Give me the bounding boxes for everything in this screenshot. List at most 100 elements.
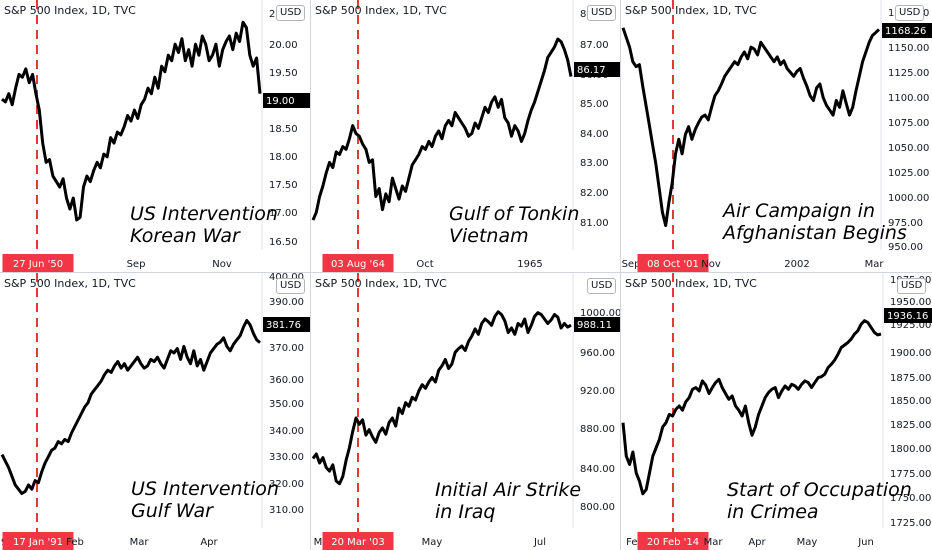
svg-text:03 Aug '64: 03 Aug '64 bbox=[331, 259, 385, 270]
event-annotation: Start of Occupation in Crimea bbox=[727, 479, 912, 523]
y-tick-label: 17.50 bbox=[269, 180, 298, 191]
y-tick-label: 1850.00 bbox=[890, 396, 931, 407]
x-tick-label: May bbox=[422, 537, 443, 548]
y-tick-label: 20 bbox=[269, 9, 282, 20]
event-date-label: 17 Jan '91 bbox=[2, 532, 74, 550]
x-tick-label: Nov bbox=[701, 259, 721, 270]
currency-badge[interactable]: USD bbox=[276, 5, 306, 21]
x-tick-label: 2002 bbox=[784, 259, 809, 270]
svg-text:17 Jan '91: 17 Jan '91 bbox=[13, 537, 63, 548]
y-tick-label: 340.00 bbox=[269, 426, 304, 437]
series-line bbox=[621, 319, 882, 496]
last-price-tag: 19.00 bbox=[263, 93, 310, 108]
event-date-label: 03 Aug '64 bbox=[322, 254, 394, 272]
chart-title: S&P 500 Index, 1D, TVC bbox=[625, 277, 757, 290]
y-tick-label: 18.50 bbox=[269, 124, 298, 135]
y-tick-label: 310.00 bbox=[269, 505, 304, 516]
currency-badge[interactable]: USD bbox=[895, 5, 925, 21]
chart-title: S&P 500 Index, 1D, TVC bbox=[4, 4, 136, 17]
currency-badge[interactable]: USD bbox=[587, 5, 617, 21]
event-annotation: Air Campaign in Afghanistan Begins bbox=[723, 200, 907, 244]
y-tick-label: 840.00 bbox=[580, 464, 615, 475]
y-tick-label: 1025.00 bbox=[888, 168, 929, 179]
y-tick-label: 350.00 bbox=[269, 399, 304, 410]
y-tick-label: 1950.00 bbox=[890, 297, 931, 308]
y-tick-label: 16.50 bbox=[269, 237, 298, 248]
y-tick-label: 360.00 bbox=[269, 375, 304, 386]
x-tick-label: Sep bbox=[127, 259, 146, 270]
y-tick-label: 330.00 bbox=[269, 452, 304, 463]
event-date-label: 08 Oct '01 bbox=[637, 254, 709, 272]
y-tick-label: 920.00 bbox=[580, 386, 615, 397]
y-tick-label: 88 bbox=[580, 9, 593, 20]
x-tick-label: Apr bbox=[748, 537, 766, 548]
y-tick-label: 1900.00 bbox=[890, 348, 931, 359]
svg-text:20 Feb '14: 20 Feb '14 bbox=[647, 537, 699, 548]
y-tick-label: 1050.00 bbox=[888, 143, 929, 154]
x-tick-label: Mar bbox=[865, 259, 885, 270]
chart-svg: 8887.0086.0085.0084.0083.0082.0081.0086.… bbox=[311, 0, 620, 272]
x-tick-label: Sep bbox=[622, 259, 641, 270]
y-tick-label: 17.00 bbox=[269, 208, 298, 219]
y-tick-label: 1925.00 bbox=[890, 320, 931, 331]
currency-badge[interactable]: USD bbox=[897, 278, 927, 294]
vertical-divider-2 bbox=[620, 0, 621, 550]
x-tick-label: Feb bbox=[66, 537, 84, 548]
svg-text:1168.26: 1168.26 bbox=[885, 26, 926, 37]
svg-text:988.11: 988.11 bbox=[577, 320, 612, 331]
y-tick-label: 950.00 bbox=[888, 242, 923, 253]
y-tick-label: 1125.00 bbox=[888, 68, 929, 79]
chart-panel-3: 1175.001150.001125.001100.001075.001050.… bbox=[621, 0, 932, 272]
y-tick-label: 1800.00 bbox=[890, 444, 931, 455]
event-date-label: 20 Feb '14 bbox=[637, 532, 709, 550]
y-tick-label: 87.00 bbox=[580, 40, 609, 51]
series-line bbox=[311, 310, 572, 486]
y-tick-label: 1000.00 bbox=[888, 193, 929, 204]
y-tick-label: 390.00 bbox=[269, 297, 304, 308]
series-line bbox=[0, 319, 261, 495]
chart-panel-6: 1975.001950.001925.001900.001875.001850.… bbox=[621, 273, 932, 550]
last-price-tag: 1168.26 bbox=[882, 23, 932, 38]
y-tick-label: 1725.00 bbox=[890, 518, 931, 529]
chart-panel-4: 400.00390.00380.00370.00360.00350.00340.… bbox=[0, 273, 310, 550]
y-tick-label: 82.00 bbox=[580, 188, 609, 199]
svg-text:27 Jun '50: 27 Jun '50 bbox=[13, 259, 63, 270]
svg-text:08 Oct '01: 08 Oct '01 bbox=[647, 259, 699, 270]
event-annotation: US Intervention Korean War bbox=[130, 203, 278, 247]
svg-text:19.00: 19.00 bbox=[266, 96, 295, 107]
event-annotation: Initial Air Strike in Iraq bbox=[435, 479, 582, 523]
y-tick-label: 83.00 bbox=[580, 158, 609, 169]
y-tick-label: 975.00 bbox=[888, 218, 923, 229]
x-tick-label: May bbox=[797, 537, 818, 548]
x-tick-label: Mar bbox=[704, 537, 724, 548]
chart-svg: 400.00390.00380.00370.00360.00350.00340.… bbox=[0, 273, 310, 550]
chart-svg: 20 20.00 19.50 19.00 18.50 18.00 17.50 17.00 16.… bbox=[1, 0, 310, 272]
y-tick-label: 1100.00 bbox=[888, 93, 929, 104]
y-tick-label: 81.00 bbox=[580, 218, 609, 229]
y-tick-label: 1150.00 bbox=[888, 43, 929, 54]
y-tick-label: 84.00 bbox=[580, 129, 609, 140]
y-tick-label: 19.50 bbox=[269, 68, 298, 79]
series-line bbox=[1, 20, 262, 222]
currency-badge[interactable]: USD bbox=[276, 278, 306, 294]
x-tick-label: Mar bbox=[130, 537, 150, 548]
x-tick-label: Oct bbox=[416, 259, 433, 270]
x-tick-label: Apr bbox=[200, 537, 218, 548]
last-price-tag: 988.11 bbox=[574, 317, 620, 332]
vertical-divider-1 bbox=[310, 0, 311, 550]
y-tick-label: 1075.00 bbox=[888, 118, 929, 129]
svg-text:1936.16: 1936.16 bbox=[887, 311, 928, 322]
y-tick-label: 1775.00 bbox=[890, 469, 931, 480]
y-tick-label: 370.00 bbox=[269, 343, 304, 354]
last-price-tag: 381.76 bbox=[263, 317, 310, 332]
last-price-tag: 86.17 bbox=[574, 62, 620, 77]
currency-badge[interactable]: USD bbox=[587, 278, 617, 294]
chart-title: S&P 500 Index, 1D, TVC bbox=[315, 4, 447, 17]
x-tick-label: Feb bbox=[626, 537, 644, 548]
x-tick-label: Jun bbox=[857, 537, 874, 548]
chart-svg: 1975.001950.001925.001900.001875.001850.… bbox=[621, 273, 932, 550]
event-annotation: Gulf of Tonkin Vietnam bbox=[449, 203, 580, 247]
chart-panel-2: 8887.0086.0085.0084.0083.0082.0081.0086.… bbox=[311, 0, 620, 272]
event-date-label: 20 Mar '03 bbox=[322, 532, 394, 550]
y-tick-label: 1825.00 bbox=[890, 420, 931, 431]
